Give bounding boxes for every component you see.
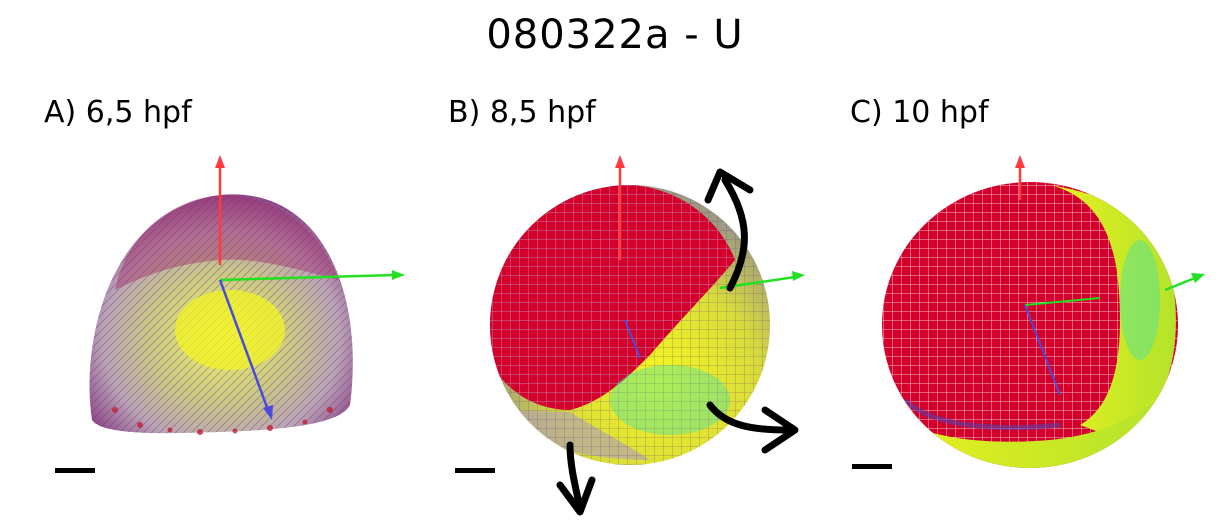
rotation-arrow-right bbox=[706, 401, 792, 434]
scale-bar-b bbox=[455, 468, 495, 473]
scale-bar-c bbox=[852, 464, 892, 469]
rotation-arrow-bottom bbox=[566, 441, 584, 512]
panel-a-embryo-image bbox=[20, 140, 420, 525]
panel-b-embryo-image bbox=[420, 140, 820, 525]
scale-bar-a bbox=[55, 468, 95, 473]
panel-c-embryo-image bbox=[820, 140, 1220, 525]
rotation-arrow-top bbox=[721, 176, 748, 292]
panel-b-label: B) 8,5 hpf bbox=[448, 95, 596, 130]
panel-a-label: A) 6,5 hpf bbox=[44, 95, 192, 130]
figure-title: 080322a - U bbox=[486, 12, 744, 58]
panel-c-label: C) 10 hpf bbox=[850, 95, 989, 130]
